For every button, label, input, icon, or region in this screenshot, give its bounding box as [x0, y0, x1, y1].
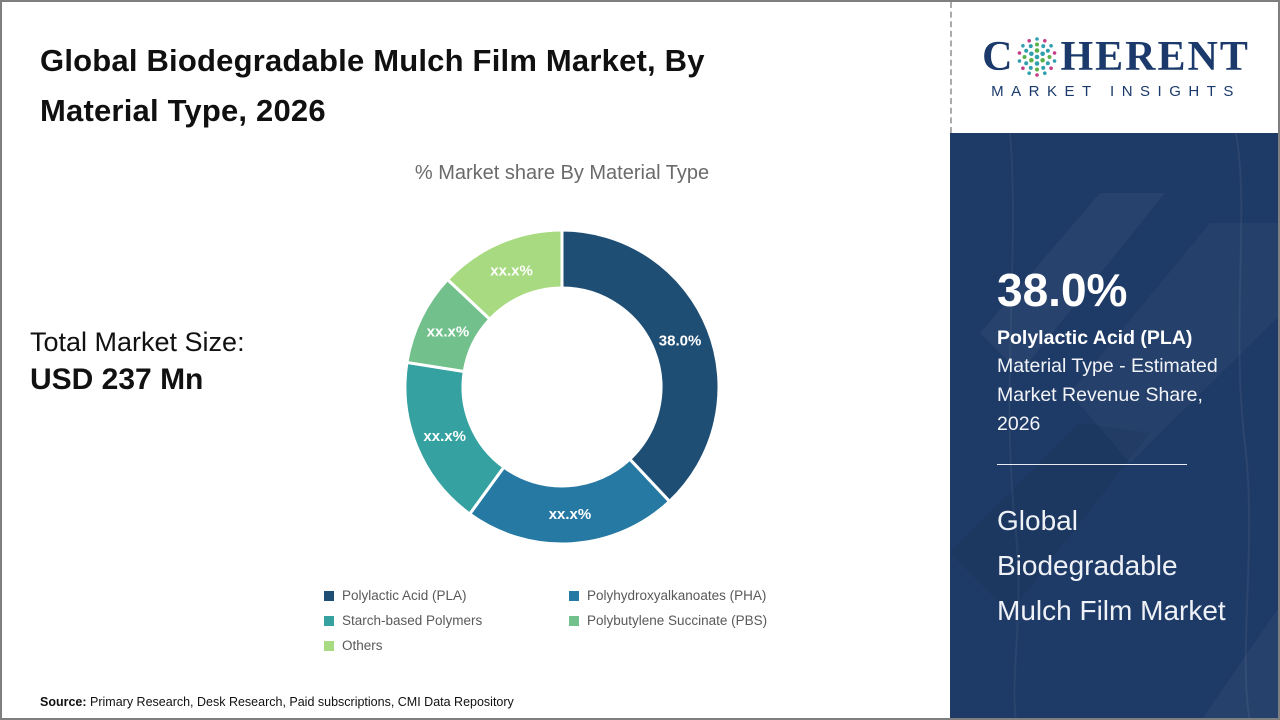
globe-dot — [1041, 65, 1046, 70]
legend-item-4: Others — [324, 638, 569, 653]
globe-dot — [1029, 51, 1035, 57]
highlight-description: Material Type - Estimated Market Revenue… — [997, 355, 1218, 435]
globe-dot — [1041, 44, 1046, 49]
globe-dot — [1018, 59, 1022, 63]
globe-dot — [1049, 66, 1054, 71]
sidebar-divider — [997, 464, 1187, 465]
globe-dot — [1035, 61, 1040, 66]
legend-label-1: Polyhydroxyalkanoates (PHA) — [587, 588, 767, 603]
globe-dot — [1021, 66, 1026, 71]
globe-dot — [1027, 71, 1032, 76]
donut-chart-svg: 38.0% xx.x% xx.x% xx.x% xx.x% — [403, 228, 721, 546]
globe-dot — [1035, 42, 1040, 47]
globe-dot — [1029, 65, 1034, 70]
globe-dot — [1029, 57, 1035, 63]
globe-dot — [1053, 51, 1057, 55]
globe-dot — [1040, 57, 1046, 63]
donut-slice-label-0: 38.0% — [659, 332, 702, 349]
legend-marker-1 — [569, 591, 579, 601]
legend-item-3: Polybutylene Succinate (PBS) — [569, 613, 899, 628]
globe-dot — [1027, 38, 1032, 43]
donut-slice-label-4: xx.x% — [490, 263, 533, 280]
legend-label-4: Others — [342, 638, 383, 653]
globe-dot — [1035, 48, 1040, 53]
sidebar-market-title: Global Biodegradable Mulch Film Market — [997, 505, 1226, 626]
donut-slice-label-3: xx.x% — [427, 323, 470, 340]
legend-label-2: Starch-based Polymers — [342, 613, 483, 628]
globe-dot — [1046, 61, 1051, 66]
globe-dot — [1035, 54, 1040, 60]
sidebar-panel: 38.0% Polylactic Acid (PLA) Material Typ… — [950, 133, 1278, 718]
source-label: Source: — [40, 695, 87, 709]
highlight-material: Polylactic Acid (PLA) — [997, 327, 1193, 349]
legend-marker-2 — [324, 616, 334, 626]
source-text: Primary Research, Desk Research, Paid su… — [90, 695, 514, 709]
legend-item-0: Polylactic Acid (PLA) — [324, 588, 569, 603]
donut-slice-label-1: xx.x% — [549, 506, 592, 523]
globe-dot — [1049, 43, 1054, 48]
globe-dot — [1021, 43, 1026, 48]
logo-letter-c: C — [982, 34, 1015, 80]
globe-dot — [1043, 38, 1048, 43]
donut-chart: 38.0% xx.x% xx.x% xx.x% xx.x% — [377, 202, 747, 572]
total-market-size-value: USD 237 Mn — [30, 363, 204, 396]
dotted-globe-icon — [1018, 37, 1057, 77]
highlight-stat-value: 38.0% — [997, 264, 1128, 316]
coherent-logo: C HERENT MARKET INSIGHTS — [950, 2, 1278, 133]
globe-dot — [1022, 55, 1027, 59]
page-title: Global Biodegradable Mulch Film Market, … — [40, 43, 705, 128]
legend-marker-4 — [324, 641, 334, 651]
globe-dot — [1018, 51, 1022, 55]
logo-wordmark: C HERENT — [982, 35, 1250, 79]
globe-dot — [1024, 48, 1029, 53]
globe-dot — [1053, 59, 1057, 63]
chart-subtitle: % Market share By Material Type — [414, 162, 710, 184]
globe-dot — [1043, 71, 1048, 76]
legend-marker-0 — [324, 591, 334, 601]
legend-item-1: Polyhydroxyalkanoates (PHA) — [569, 588, 899, 603]
globe-dot — [1035, 67, 1040, 72]
logo-tagline: MARKET INSIGHTS — [991, 83, 1241, 100]
donut-slice-0 — [560, 228, 721, 503]
total-market-size-label: Total Market Size: — [30, 327, 245, 357]
donut-slice-label-2: xx.x% — [423, 428, 466, 445]
globe-dot — [1024, 61, 1029, 66]
legend-marker-3 — [569, 616, 579, 626]
sidebar-content: 38.0% Polylactic Acid (PLA) Material Typ… — [950, 133, 1278, 633]
legend-label-3: Polybutylene Succinate (PBS) — [587, 613, 768, 628]
globe-dot — [1046, 48, 1051, 53]
globe-dot — [1035, 37, 1040, 41]
globe-dot — [1029, 44, 1034, 49]
donut-slice-4 — [446, 228, 564, 321]
globe-dot — [1047, 55, 1052, 59]
globe-dot — [1035, 73, 1040, 77]
legend-item-2: Starch-based Polymers — [324, 613, 569, 628]
globe-dot — [1040, 51, 1046, 57]
legend-label-0: Polylactic Acid (PLA) — [342, 588, 467, 603]
chart-legend: Polylactic Acid (PLA) Polyhydroxyalkanoat… — [324, 588, 899, 653]
total-market-size: Total Market Size: USD 237 Mn — [30, 324, 245, 400]
world-map-watermark — [950, 133, 1278, 718]
logo-letters-herent: HERENT — [1060, 34, 1250, 80]
source-line: Source: Primary Research, Desk Research,… — [40, 695, 514, 709]
